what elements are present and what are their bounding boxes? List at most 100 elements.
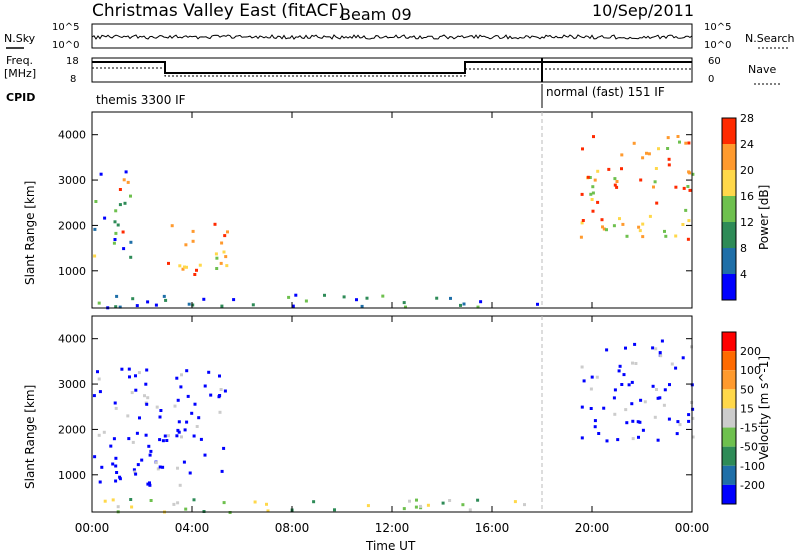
echo-cell: [124, 170, 128, 174]
colorbar-swatch: [722, 222, 736, 248]
y-tick-label: 1000: [58, 265, 86, 278]
echo-cell: [653, 415, 657, 419]
echo-cell: [144, 382, 148, 386]
echo-cell: [183, 428, 187, 432]
echo-cell: [630, 402, 634, 406]
echo-cell: [581, 147, 584, 151]
echo-cell: [682, 186, 686, 190]
echo-cell: [154, 461, 158, 465]
echo-cell: [287, 295, 291, 299]
echo-cell: [449, 296, 452, 300]
echo-cell: [612, 396, 616, 400]
y-tick-label: 2000: [58, 219, 86, 232]
echo-cell: [663, 229, 666, 233]
echo-cell: [222, 501, 226, 505]
y-tick-label: 2000: [58, 423, 86, 436]
echo-cell: [381, 294, 385, 298]
echo-cell: [684, 141, 688, 145]
echo-cell: [253, 500, 257, 504]
echo-cell: [207, 370, 211, 374]
echo-cell: [632, 141, 636, 145]
echo-cell: [592, 135, 595, 139]
freq-panel-frame: [91, 57, 693, 83]
cpid-mode-2: normal (fast) 151 IF: [546, 85, 665, 99]
colorbar-tick-label: 15: [740, 402, 754, 415]
echo-cell: [641, 428, 645, 432]
echo-cell: [631, 419, 635, 423]
echo-cell: [580, 436, 584, 440]
colorbar-swatch: [722, 351, 736, 371]
echo-cell: [523, 503, 526, 507]
echo-cell: [636, 420, 640, 424]
echo-cell: [687, 419, 691, 423]
power-ylabel: Slant Range [km]: [23, 181, 37, 285]
echo-cell: [184, 243, 188, 247]
echo-cell: [641, 222, 645, 226]
freq-label: Freq.: [6, 54, 33, 67]
echo-cell: [146, 300, 150, 304]
echo-cell: [586, 175, 590, 179]
echo-cell: [122, 247, 126, 251]
echo-cell: [198, 263, 202, 267]
echo-cell: [333, 508, 336, 512]
echo-cell: [143, 394, 146, 398]
echo-cell: [147, 444, 151, 448]
echo-cell: [109, 444, 113, 448]
echo-cell: [114, 479, 118, 483]
echo-cell: [651, 384, 655, 388]
echo-cell: [663, 388, 667, 392]
colorbar-frame: [721, 117, 737, 301]
echo-cell: [266, 509, 270, 513]
echo-cell: [676, 135, 680, 138]
echo-cell: [137, 371, 141, 375]
echo-cell: [687, 413, 691, 417]
echo-cell: [596, 200, 600, 204]
nsky-label: N.Sky: [4, 32, 36, 45]
colorbar-swatch: [722, 144, 736, 170]
echo-cell: [114, 406, 118, 410]
echo-cell: [580, 405, 584, 409]
echo-cell: [128, 375, 131, 379]
time-axis: 00:00 04:00 08:00 12:00 16:00 20:00 00:00: [75, 112, 709, 535]
echo-cell: [631, 361, 634, 365]
echo-cell: [613, 388, 617, 392]
echo-cell: [304, 299, 308, 303]
echo-cell: [597, 432, 601, 435]
echo-cell: [468, 508, 472, 512]
echo-cell: [118, 305, 122, 309]
freq-trace: [92, 61, 692, 74]
echo-cell: [102, 430, 106, 434]
freq-unit: [MHz]: [4, 67, 36, 80]
nsearch-tick-low: 10^0: [704, 40, 731, 51]
echo-cell: [131, 440, 135, 444]
echo-cell: [674, 185, 678, 189]
echo-cell: [633, 342, 637, 346]
power-panel: [93, 135, 695, 310]
nsearch-tick-high: 10^5: [704, 22, 731, 33]
echo-cell: [613, 183, 617, 187]
colorbar-tick-label: 50: [740, 383, 754, 396]
echo-cell: [187, 302, 191, 306]
velocity-panel: [92, 339, 695, 514]
echo-cell: [459, 303, 462, 307]
colorbar-frame: [721, 331, 737, 505]
echo-cell: [686, 237, 690, 241]
colorbar-tick-label: 16: [740, 190, 754, 203]
colorbar-swatch: [722, 274, 736, 300]
echo-cell: [616, 438, 620, 442]
echo-cell: [126, 414, 130, 418]
echo-cell: [639, 178, 643, 182]
echo-cell: [130, 505, 134, 509]
echo-cell: [135, 431, 139, 435]
echo-cell: [149, 449, 153, 453]
echo-cell: [591, 191, 595, 195]
echo-cell: [232, 298, 236, 302]
colorbar-tick-label: 4: [740, 268, 747, 281]
echo-cell: [580, 221, 584, 225]
echo-cell: [218, 374, 221, 378]
colorbar-swatch: [722, 484, 736, 504]
colorbar-swatch: [722, 446, 736, 466]
echo-cell: [94, 200, 98, 203]
echo-cell: [251, 303, 255, 307]
colorbar-swatch: [722, 118, 736, 144]
